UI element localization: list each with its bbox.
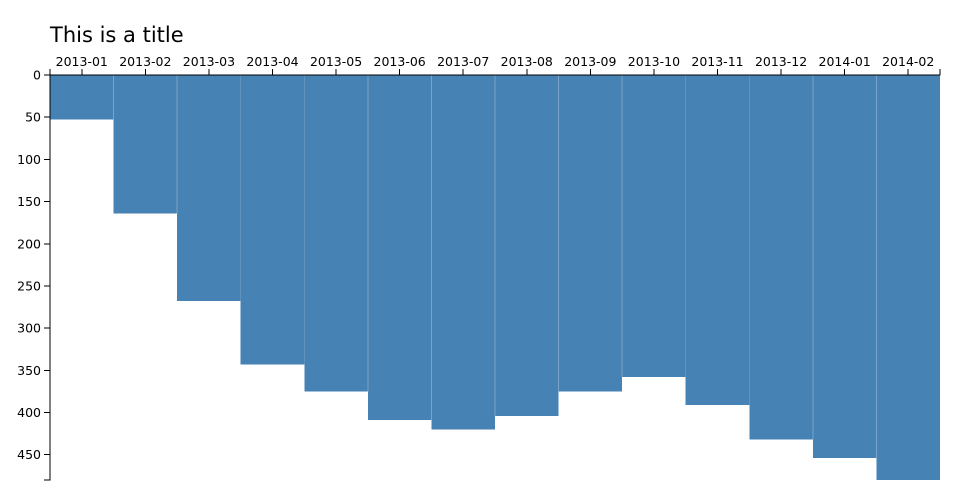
y-tick-label: 100 — [17, 152, 41, 167]
bar-2013-06 — [367, 75, 432, 421]
y-tick-label: 250 — [17, 278, 41, 293]
x-tick-label: 2014-01 — [819, 54, 871, 69]
y-tick-label: 0 — [33, 68, 41, 83]
y-tick-label: 300 — [17, 321, 41, 336]
bar-2013-07 — [431, 75, 495, 430]
y-tick-label: 450 — [17, 447, 41, 462]
bar-2013-09 — [558, 75, 623, 392]
x-tick-label: 2013-07 — [437, 54, 489, 69]
x-tick-label: 2014-02 — [882, 54, 934, 69]
y-tick-label: 200 — [17, 236, 41, 251]
y-axis: 0 50 100 150 200 250 300 350 400 450 — [17, 68, 51, 481]
x-tick-label: 2013-05 — [310, 54, 362, 69]
x-tick-label: 2013-01 — [56, 54, 108, 69]
x-tick-label: 2013-11 — [691, 54, 743, 69]
x-tick-label: 2013-03 — [183, 54, 235, 69]
x-axis-line — [49, 69, 941, 76]
x-tick-label: 2013-04 — [246, 54, 298, 69]
x-tick-label: 2013-12 — [755, 54, 807, 69]
bar-2013-05 — [304, 75, 368, 392]
bar-2013-04 — [240, 75, 305, 365]
bar-2013-11 — [685, 75, 750, 405]
bar-2013-03 — [177, 75, 241, 302]
bars-group — [50, 75, 940, 480]
x-tick-label: 2013-02 — [119, 54, 171, 69]
bar-2013-02 — [113, 75, 178, 214]
y-tick-label: 150 — [17, 194, 41, 209]
y-axis-line — [44, 74, 51, 481]
bar-2013-08 — [495, 75, 559, 416]
x-tick-label: 2013-06 — [374, 54, 426, 69]
x-axis: 2013-01 2013-02 2013-03 2013-04 2013-05 2013-… — [49, 54, 941, 76]
y-tick-label: 50 — [25, 110, 41, 125]
bar-2014-01 — [812, 75, 877, 459]
bar-2013-10 — [622, 75, 686, 378]
x-tick-label: 2013-09 — [564, 54, 616, 69]
bar-2013-01 — [50, 75, 114, 120]
bar-2014-02 — [876, 75, 940, 480]
y-tick-label: 350 — [17, 363, 41, 378]
y-tick-label: 400 — [17, 405, 41, 420]
x-tick-label: 2013-10 — [628, 54, 680, 69]
x-tick-label: 2013-08 — [501, 54, 553, 69]
chart-title: This is a title — [50, 23, 184, 47]
bar-2013-12 — [749, 75, 813, 440]
